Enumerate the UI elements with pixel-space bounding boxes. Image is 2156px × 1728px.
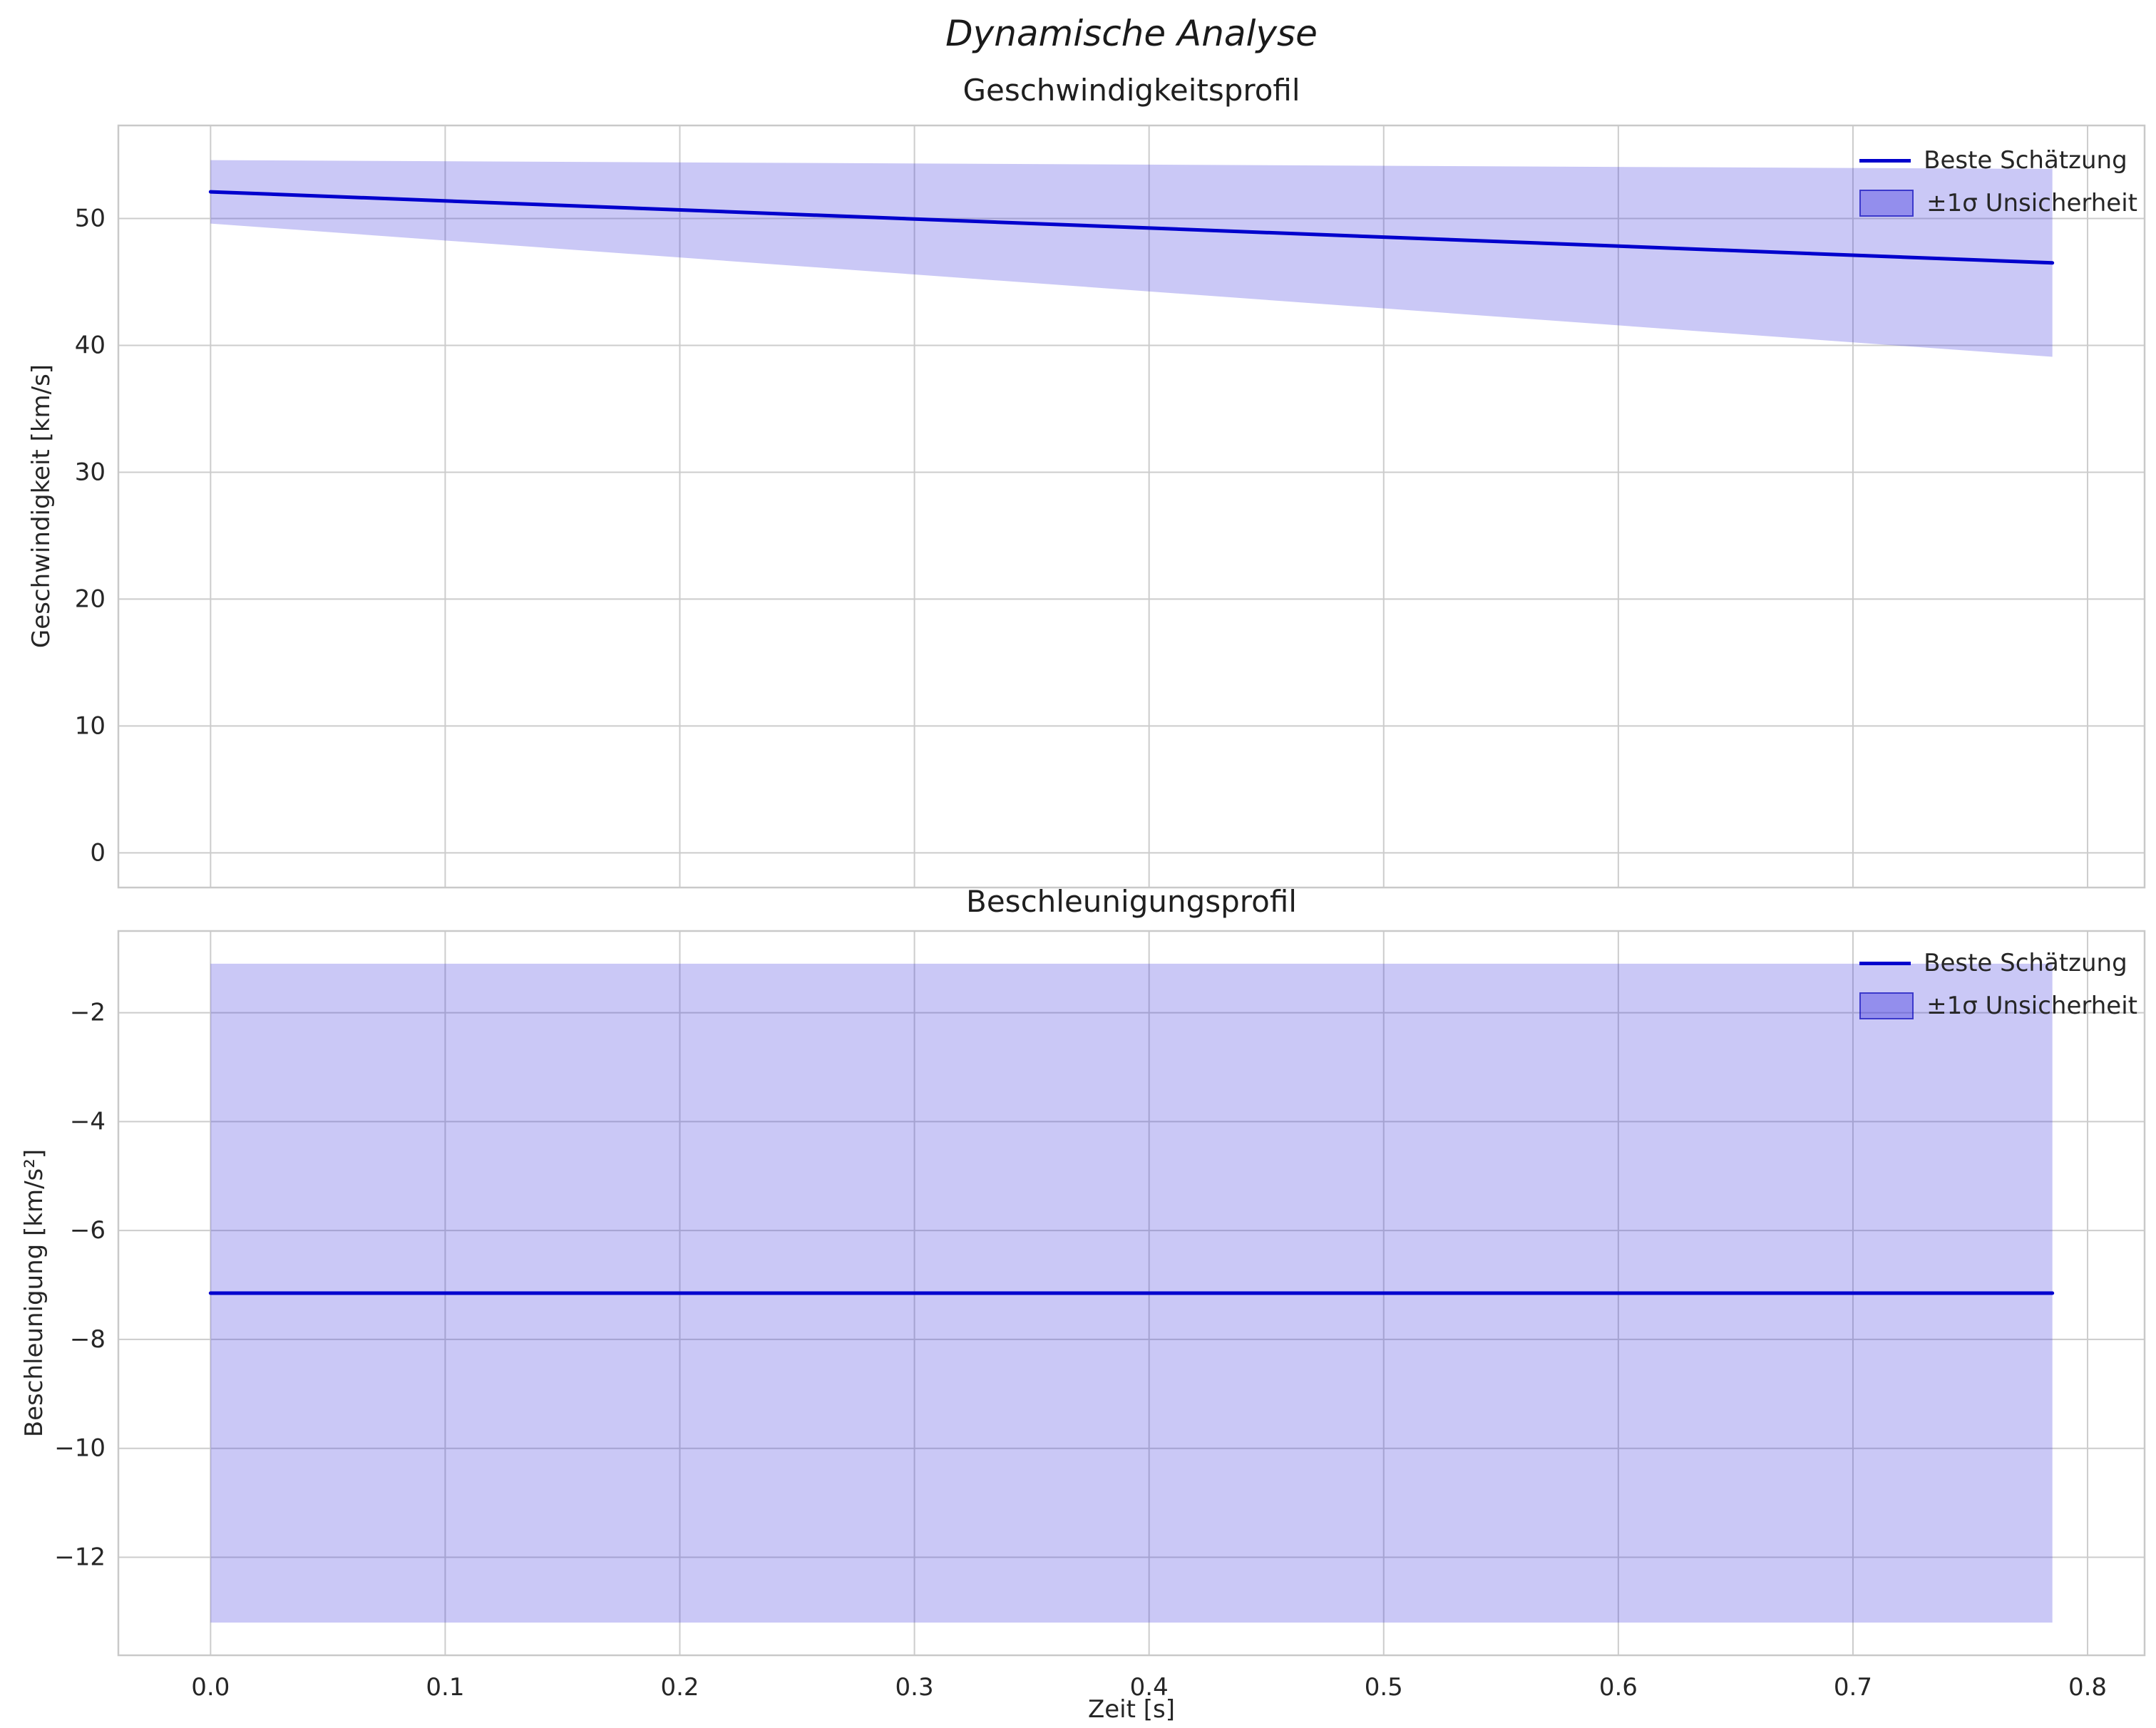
legend-line-swatch	[1859, 961, 1911, 965]
y-tick-label: −8	[70, 1325, 106, 1354]
uncertainty-band	[210, 160, 2053, 357]
legend-line-swatch	[1859, 158, 1911, 163]
best-estimate-line	[208, 190, 2055, 265]
legend-label: Beste Schätzung	[1924, 146, 2127, 175]
y-tick-label: −10	[54, 1434, 106, 1463]
x-tick-label: 0.5	[1365, 1673, 1403, 1702]
x-tick-label: 0.0	[191, 1673, 230, 1702]
y-tick-label: −4	[70, 1107, 106, 1136]
y-tick-label: 30	[75, 458, 106, 486]
x-tick-label: 0.8	[2068, 1673, 2107, 1702]
velocity-y-axis-label: Geschwindigkeit [km/s]	[27, 364, 56, 649]
velocity-chart-title: Geschwindigkeitsprofil	[962, 73, 1300, 108]
y-tick-label: −2	[70, 999, 106, 1027]
legend-entry-best-estimate: Beste Schätzung	[1859, 143, 2137, 178]
y-tick-label: −6	[70, 1216, 106, 1245]
legend-patch-swatch	[1859, 992, 1914, 1019]
legend-entry-uncertainty: ±1σ Unsicherheit	[1859, 185, 2137, 221]
legend-label: ±1σ Unsicherheit	[1926, 189, 2137, 217]
axes-spines	[117, 124, 2146, 889]
x-tick-label: 0.7	[1834, 1673, 1872, 1702]
y-tick-label: 40	[75, 331, 106, 359]
x-tick-label: 0.4	[1130, 1673, 1169, 1702]
legend-label: ±1σ Unsicherheit	[1926, 992, 2137, 1020]
figure-suptitle: Dynamische Analyse	[945, 13, 1318, 54]
x-tick-label: 0.6	[1599, 1673, 1638, 1702]
velocity-plot: 0 10 20 30 40 50	[75, 124, 2146, 889]
y-tick-label: 0	[90, 838, 106, 867]
acceleration-chart-title: Beschleunigungsprofil	[966, 884, 1297, 919]
legend-patch-swatch	[1859, 190, 1914, 217]
y-tick-label: 50	[75, 204, 106, 232]
x-tick-label: 0.2	[660, 1673, 699, 1702]
acceleration-y-axis-label: Beschleunigung [km/s²]	[20, 1148, 48, 1438]
acceleration-legend: Beste Schätzung ±1σ Unsicherheit	[1859, 945, 2137, 1024]
velocity-legend: Beste Schätzung ±1σ Unsicherheit	[1859, 143, 2137, 221]
legend-entry-best-estimate: Beste Schätzung	[1859, 945, 2137, 981]
legend-label: Beste Schätzung	[1924, 949, 2127, 977]
y-tick-label: 20	[75, 585, 106, 613]
acceleration-plot: −12 −10 −8 −6 −4 −2 0.0 0.1 0.2 0.3 0.4 0.5 0.6 0.7 0.…	[54, 930, 2146, 1702]
x-tick-label: 0.1	[426, 1673, 464, 1702]
y-tick-label: 10	[75, 711, 106, 740]
axes-spines	[117, 930, 2146, 1657]
y-tick-label: −12	[54, 1543, 106, 1571]
x-axis-label: Zeit [s]	[1087, 1695, 1176, 1724]
x-tick-label: 0.3	[895, 1673, 934, 1702]
legend-entry-uncertainty: ±1σ Unsicherheit	[1859, 988, 2137, 1024]
